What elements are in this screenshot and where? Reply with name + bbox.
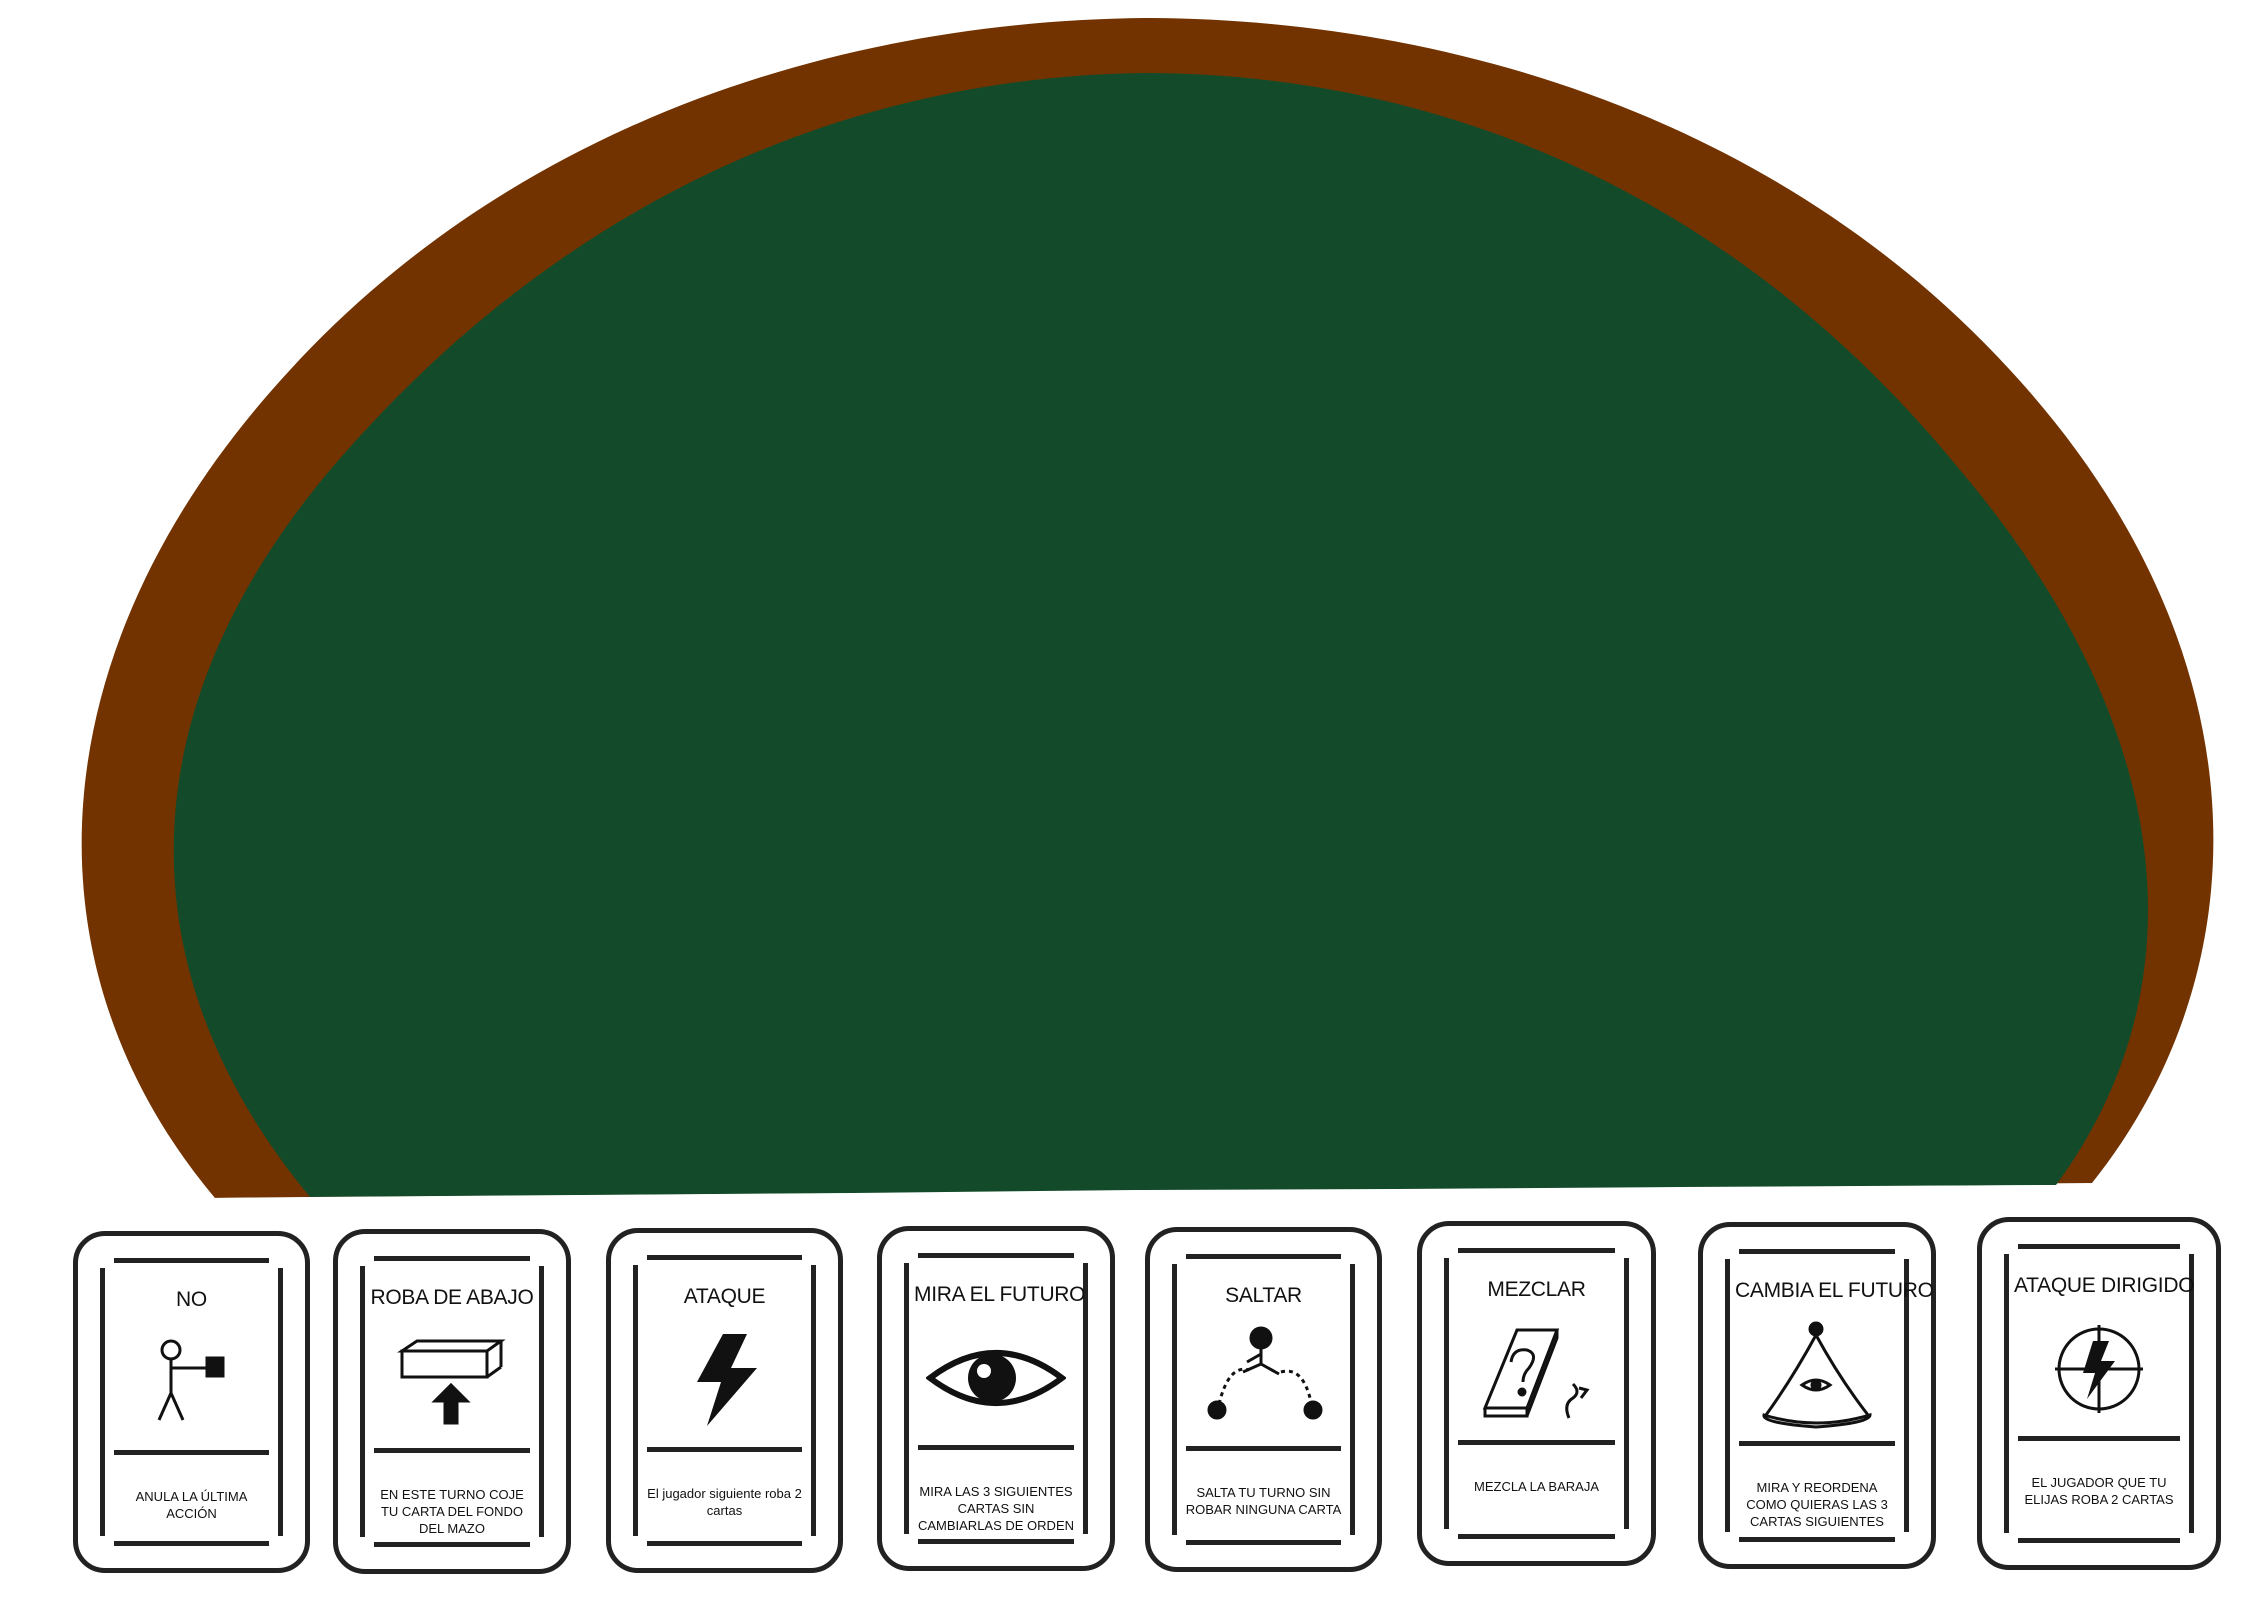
card-saltar[interactable]: SALTAR SALTA TU TURNO SIN ROBAR NINGUNA … [1145, 1227, 1382, 1572]
card-title: MIRA EL FUTURO [914, 1283, 1086, 1306]
card-title: ROBA DE ABAJO [370, 1286, 534, 1309]
card-description: SALTA TU TURNO SIN ROBAR NINGUNA CARTA [1185, 1485, 1342, 1517]
card-no[interactable]: NO ANULA LA ÚLTIMA ACCIÓN [73, 1231, 310, 1573]
card-description: EN ESTE TURNO COJE TU CARTA DEL FONDO DE… [380, 1487, 524, 1536]
card-ataque-dirigido[interactable]: ATAQUE DIRIGIDO EL JUGADOR QUE TU ELIJAS… [1977, 1217, 2221, 1570]
card-cambia-el-futuro[interactable]: CAMBIA EL FUTURO MIRA Y REORDENA COMO QU… [1698, 1222, 1936, 1569]
card-title: ATAQUE DIRIGIDO [2014, 1274, 2195, 1297]
jumping-figure-icon [1172, 1320, 1355, 1438]
card-description: El jugador siguiente roba 2 cartas [647, 1486, 802, 1518]
card-description: ANULA LA ÚLTIMA ACCIÓN [135, 1489, 248, 1521]
crosshair-bolt-icon [2004, 1310, 2194, 1428]
card-mira-el-futuro[interactable]: MIRA EL FUTURO MIRA LAS 3 SIGUIENTES CAR… [877, 1226, 1115, 1571]
card-description: MIRA Y REORDENA COMO QUIERAS LAS 3 CARTA… [1746, 1480, 1888, 1529]
card-roba-de-abajo[interactable]: ROBA DE ABAJO EN ESTE TURNO COJE TU CART… [333, 1229, 571, 1574]
box-arrow-up-icon [360, 1322, 544, 1440]
question-box-icon [1444, 1314, 1629, 1432]
wizard-hat-eye-icon [1725, 1315, 1909, 1433]
card-description: MEZCLA LA BARAJA [1474, 1479, 1599, 1494]
card-title: MEZCLAR [1487, 1278, 1586, 1301]
card-title: SALTAR [1225, 1284, 1302, 1307]
eye-icon [904, 1319, 1088, 1437]
card-description: EL JUGADOR QUE TU ELIJAS ROBA 2 CARTAS [2024, 1475, 2174, 1507]
card-title: NO [176, 1288, 207, 1311]
lightning-bolt-icon [633, 1321, 816, 1439]
card-mezclar[interactable]: MEZCLAR MEZCLA LA BARAJA [1417, 1221, 1656, 1566]
card-description: MIRA LAS 3 SIGUIENTES CARTAS SIN CAMBIAR… [917, 1484, 1075, 1533]
card-title: CAMBIA EL FUTURO [1735, 1279, 1934, 1302]
table-felt[interactable] [173, 73, 2148, 1197]
card-ataque[interactable]: ATAQUE El jugador siguiente roba 2 carta… [606, 1228, 843, 1573]
stick-figure-stop-hand-icon [100, 1324, 283, 1442]
card-title: ATAQUE [683, 1285, 766, 1308]
